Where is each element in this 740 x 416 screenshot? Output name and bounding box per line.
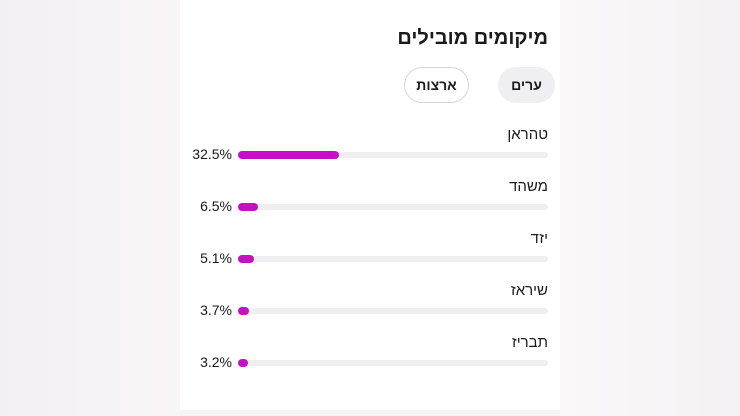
progress-fill — [238, 307, 250, 315]
progress-fill — [238, 151, 339, 159]
location-percent: 3.2% — [200, 354, 232, 370]
location-name: תבריז — [511, 334, 548, 351]
location-row: משהד 6.5% — [180, 178, 560, 224]
location-percent: 6.5% — [200, 198, 232, 214]
location-row: שיראז 3.7% — [180, 282, 560, 328]
location-row: תבריז 3.2% — [180, 334, 560, 380]
location-name: טהראן — [507, 126, 548, 143]
location-name: שיראז — [510, 282, 548, 299]
location-percent: 3.7% — [200, 302, 232, 318]
location-name: משהד — [509, 178, 548, 195]
progress-track — [238, 203, 548, 211]
location-percent: 5.1% — [200, 250, 232, 266]
card-title: מיקומים מובילים — [397, 27, 548, 49]
background-right — [560, 0, 740, 416]
location-row: טהראן 32.5% — [180, 126, 560, 172]
location-percent: 32.5% — [192, 146, 232, 162]
top-locations-card: מיקומים מובילים ערים ארצות טהראן 32.5% מ… — [180, 0, 560, 410]
progress-track — [238, 255, 548, 263]
tab-cities[interactable]: ערים — [498, 67, 555, 103]
progress-track — [238, 359, 548, 367]
progress-track — [238, 151, 548, 159]
location-name: יזד — [530, 230, 548, 247]
progress-fill — [238, 203, 259, 211]
progress-fill — [238, 359, 248, 367]
location-row: יזד 5.1% — [180, 230, 560, 276]
progress-fill — [238, 255, 254, 263]
tab-countries[interactable]: ארצות — [404, 67, 469, 103]
background-left — [0, 0, 180, 416]
progress-track — [238, 307, 548, 315]
